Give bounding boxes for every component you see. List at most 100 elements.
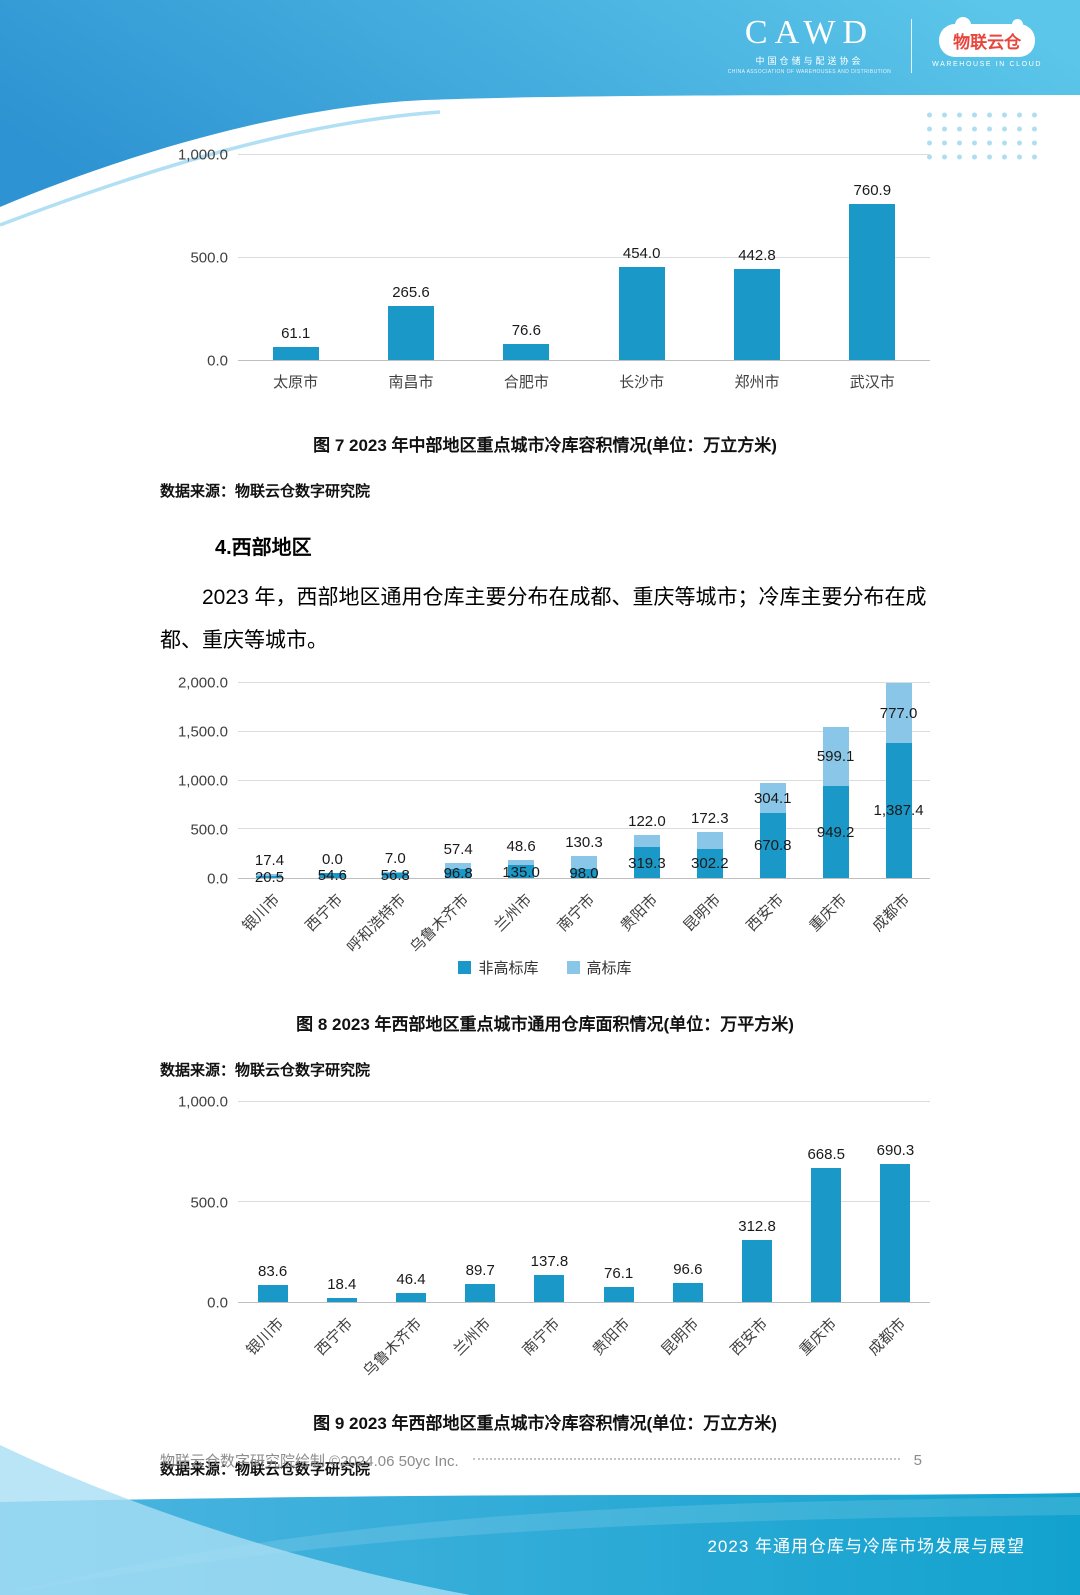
bar-slot: 76.6 (469, 155, 584, 360)
bar-slot: 670.8 304.1 (741, 683, 804, 879)
section-paragraph: 2023 年，西部地区通用仓库主要分布在成都、重庆等城市；冷库主要分布在成都、重… (160, 586, 927, 653)
x-axis-label: 南宁市 (553, 879, 616, 953)
gridline (238, 1201, 930, 1203)
x-axis-label-text: 西宁市 (312, 1315, 356, 1360)
header-wave-graphic (0, 0, 1080, 227)
bar-segment-高标库 (256, 874, 283, 877)
bar-value-label: 89.7 (465, 1262, 495, 1280)
bar-value-label: 670.8 (753, 837, 792, 855)
bar (396, 1292, 426, 1303)
x-axis-label-text: 南宁市 (519, 1315, 564, 1360)
bar-value-label: 599.1 (816, 748, 855, 766)
x-axis-label: 贵阳市 (615, 879, 678, 953)
bar (326, 1298, 357, 1303)
chart-8-west-warehouse-area: 0.0 500.0 1,000.0 1,500.0 2,000.0 20.5 17.4 54… (160, 675, 930, 956)
x-axis-labels: 银川市 西宁市 呼和浩特市 乌鲁木齐市 兰州市 南宁市 贵阳市 昆明市 西安市 重庆市 成都市 (238, 879, 930, 956)
bar-segment-非高标库 (822, 785, 849, 879)
legend-item-premium: 高标库 (566, 957, 632, 978)
gridline (238, 779, 930, 781)
plot-area: 61.1 265.6 76.6 454.0 442.8 760.9 (238, 154, 930, 361)
bar (672, 1282, 703, 1303)
legend-label-non-premium: 非高标库 (478, 960, 539, 978)
x-axis-label: 兰州市 (446, 1303, 515, 1377)
footer-credit: 物联云仓数字研究院绘制 ©2024.06 50yc Inc. (160, 1453, 459, 1470)
bar (503, 344, 550, 360)
x-axis-label-text: 成都市 (868, 891, 913, 936)
chart-8-legend: 非高标库 高标库 (160, 957, 930, 978)
bar (603, 1286, 634, 1303)
legend-item-non-premium: 非高标库 (458, 957, 539, 978)
plot-area: 83.6 18.4 46.4 89.7 137.8 76.1 96.6 312.8 668.5 6… (238, 1101, 930, 1304)
bar-segment-非高标库 (759, 812, 786, 879)
x-axis-label-text: 银川市 (239, 891, 284, 936)
bar (880, 1164, 911, 1303)
bar-value-label: 48.6 (506, 838, 536, 856)
y-axis-tick: 500.0 (190, 249, 228, 267)
bar-value-label: 304.1 (753, 789, 792, 807)
bar (387, 305, 434, 360)
bar-slot: 949.2 599.1 (804, 683, 867, 879)
report-title-banner: 2023 年通用仓库与冷库市场发展与展望 (707, 1537, 1025, 1556)
x-axis-label: 昆明市 (678, 879, 741, 953)
x-axis-label: 太原市 (238, 361, 353, 399)
bar-value-label: 312.8 (738, 1217, 776, 1235)
x-axis-labels: 太原市 南昌市 合肥市 长沙市 郑州市 武汉市 (238, 361, 930, 399)
x-axis-label: 武汉市 (815, 361, 930, 399)
x-axis-label-text: 南昌市 (388, 374, 434, 391)
gridline (238, 154, 930, 155)
bar-slot: 265.6 (353, 155, 468, 360)
chart-8-source: 数据来源：物联云仓数字研究院 (160, 1062, 371, 1080)
bar-slot: 89.7 (446, 1102, 515, 1303)
bar-slot: 83.6 (238, 1102, 307, 1303)
cawd-logo-subtitle: 中国仓储与配送协会 (755, 56, 864, 66)
bar-segment-高标库 (382, 871, 409, 873)
gridline (238, 256, 930, 258)
cloud-icon: 物联云仓 (939, 16, 1036, 57)
x-axis-label: 长沙市 (584, 361, 699, 399)
bar-slot: 312.8 (722, 1102, 791, 1303)
bar-value-label: 76.1 (604, 1264, 634, 1282)
x-axis-label-text: 兰州市 (491, 891, 536, 936)
y-axis-tick: 0.0 (207, 352, 228, 370)
y-axis-tick: 1,000.0 (177, 146, 228, 164)
bar-value-label: 17.4 (254, 852, 285, 870)
y-axis-tick: 1,000.0 (177, 1093, 228, 1111)
bar-segment-非高标库 (633, 846, 660, 879)
gridline (238, 828, 930, 830)
x-axis-label-text: 西安市 (727, 1315, 772, 1360)
bar-value-label: 83.6 (258, 1263, 288, 1281)
bar-segment-非高标库 (445, 868, 472, 879)
legend-swatch-non-premium (458, 961, 472, 975)
gridline (238, 1101, 930, 1103)
bar-value-label: 46.4 (396, 1270, 426, 1288)
bar-slot: 135.0 48.6 (490, 683, 553, 880)
x-axis-label-text: 长沙市 (619, 374, 665, 391)
x-axis-label: 西安市 (722, 1303, 791, 1377)
bar-value-label: 76.6 (511, 322, 541, 340)
bar-value-label: 54.6 (317, 867, 347, 885)
bar-value-label: 777.0 (879, 704, 918, 722)
bar-segment-非高标库 (256, 876, 283, 879)
section-heading: 4.西部地区 (215, 537, 312, 559)
chart-7-central-cold-storage: 0.0 500.0 1,000.0 61.1 265.6 76.6 454.0 442.8 7… (160, 147, 930, 399)
bar-slot: 76.1 (584, 1102, 653, 1303)
x-axis-label: 乌鲁木齐市 (360, 1303, 445, 1380)
x-axis-label-text: 贵阳市 (588, 1315, 633, 1360)
bar-segment-高标库 (696, 831, 723, 849)
x-axis-label: 重庆市 (804, 879, 867, 953)
y-axis-tick: 500.0 (190, 821, 228, 839)
bar (272, 347, 319, 360)
bar-segment-非高标库 (570, 868, 597, 879)
bar-value-label: 0.0 (321, 850, 343, 868)
x-axis-label-text: 武汉市 (849, 374, 895, 391)
bar-slot: 18.4 (307, 1102, 376, 1303)
bar-value-label: 96.8 (443, 865, 473, 883)
x-axis-label-text: 太原市 (273, 374, 319, 391)
bar-segment-高标库 (633, 835, 660, 847)
bar-value-label: 7.0 (384, 849, 406, 867)
x-axis-label: 成都市 (867, 879, 930, 953)
y-axis-tick: 0.0 (207, 870, 228, 888)
x-axis-label: 合肥市 (469, 361, 584, 399)
legend-swatch-premium (566, 961, 580, 975)
